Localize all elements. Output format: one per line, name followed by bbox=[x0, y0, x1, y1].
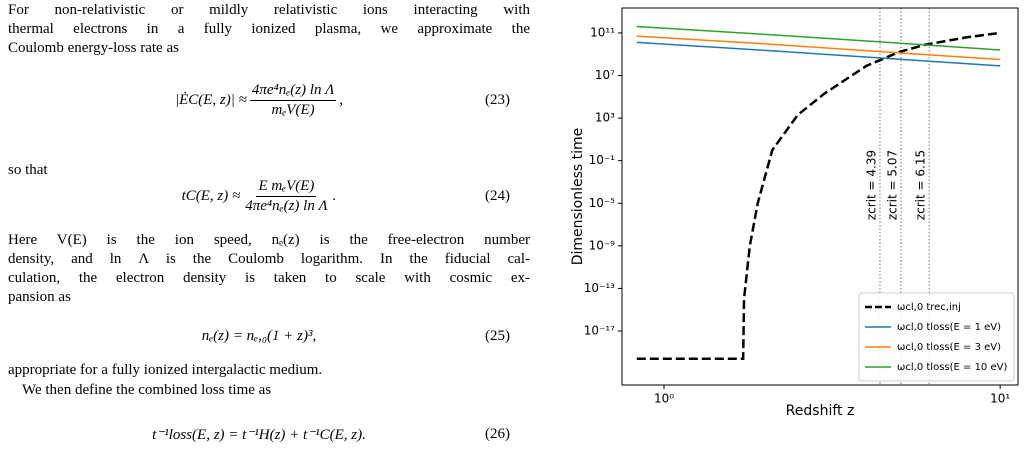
legend-box bbox=[858, 292, 1015, 382]
text-line: For non-relativistic or mildly relativis… bbox=[8, 2, 530, 18]
text-line: Coulomb energy-loss rate as bbox=[8, 40, 179, 56]
text-line: Here V(E) is the ion speed, nₑ(z) is the… bbox=[8, 232, 530, 248]
y-tick-label: 10³ bbox=[595, 111, 615, 125]
text-line: culation, the electron density is taken … bbox=[8, 270, 530, 286]
numerator: 4πe⁴nₑ(z) ln Λ bbox=[249, 82, 337, 101]
eq-tail: , bbox=[339, 91, 344, 108]
y-axis-label: Dimensionless time bbox=[570, 128, 586, 266]
text-line: We then define the combined loss time as bbox=[22, 382, 272, 398]
series-line bbox=[636, 25, 1001, 51]
series-line bbox=[636, 41, 1001, 67]
x-tick-label: 10⁰ bbox=[654, 392, 674, 406]
eq-number: (23) bbox=[485, 91, 510, 108]
eq-number: (25) bbox=[485, 327, 510, 344]
eq-tail: . bbox=[332, 187, 337, 204]
numerator: E mₑV(E) bbox=[256, 178, 317, 197]
text-line: so that bbox=[8, 162, 48, 178]
y-tick-label: 10⁻¹³ bbox=[584, 281, 615, 295]
eq-number: (24) bbox=[485, 187, 510, 204]
text-line: thermal electrons in a fully ionized pla… bbox=[8, 21, 530, 37]
equation: tC(E, z) ≈ E mₑV(E) 4πe⁴nₑ(z) ln Λ . (24) bbox=[8, 176, 510, 216]
y-tick-label: 10⁻¹⁷ bbox=[584, 324, 615, 338]
equation: t⁻¹loss(E, z) = t⁻¹H(z) + t⁻¹C(E, z). (2… bbox=[8, 424, 510, 444]
y-tick-label: 10⁷ bbox=[595, 68, 615, 82]
eq-body: t⁻¹loss(E, z) = t⁻¹H(z) + t⁻¹C(E, z). bbox=[152, 426, 366, 443]
denominator: mₑV(E) bbox=[271, 101, 315, 118]
text-line: density, and ln Λ is the Coulomb logarit… bbox=[8, 251, 530, 267]
critical-label: zcrit = 5.07 bbox=[885, 150, 899, 220]
paragraph: Here V(E) is the ion speed, nₑ(z) is the… bbox=[8, 231, 530, 307]
denominator: 4πe⁴nₑ(z) ln Λ bbox=[245, 197, 328, 214]
eq-lhs: |ĖC(E, z)| ≈ bbox=[174, 91, 247, 108]
fraction: E mₑV(E) 4πe⁴nₑ(z) ln Λ bbox=[243, 178, 329, 215]
x-axis-label: Redshift z bbox=[786, 403, 855, 419]
paragraph: We then define the combined loss time as bbox=[22, 381, 544, 400]
paragraph: For non-relativistic or mildly relativis… bbox=[8, 1, 530, 58]
eq-body: nₑ(z) = nₑ,₀(1 + z)³, bbox=[201, 327, 317, 344]
critical-label: zcrit = 6.15 bbox=[914, 150, 928, 220]
legend-label: ωcl,0 tloss(E = 3 eV) bbox=[897, 342, 1001, 353]
legend-label: ωcl,0 tloss(E = 10 eV) bbox=[897, 362, 1007, 373]
plot-frame bbox=[621, 7, 1019, 386]
y-tick-label: 10¹¹ bbox=[590, 25, 615, 39]
eq-lhs: tC(E, z) ≈ bbox=[181, 187, 241, 204]
paragraph: so that bbox=[8, 161, 530, 180]
paragraph: appropriate for a fully ionized intergal… bbox=[8, 361, 530, 380]
y-tick-label: 10⁻¹ bbox=[589, 153, 616, 167]
equation: nₑ(z) = nₑ,₀(1 + z)³, (25) bbox=[8, 326, 510, 346]
eq-number: (26) bbox=[485, 425, 510, 442]
y-tick-label: 10⁻⁵ bbox=[589, 196, 616, 210]
critical-label: zcrit = 4.39 bbox=[864, 150, 878, 220]
y-tick-label: 10⁻⁹ bbox=[589, 238, 616, 252]
x-tick-label: 10¹ bbox=[990, 392, 1010, 406]
legend-label: ωcl,0 trec,inj bbox=[897, 302, 961, 313]
chart: 10⁻¹⁷ 10⁻¹³ 10⁻⁹ 10⁻⁵ 10⁻¹ 10³ 10⁷ 10¹¹ 10⁰ 10¹ zc… bbox=[570, 7, 1019, 419]
series-line bbox=[636, 35, 1001, 61]
text-line: appropriate for a fully ionized intergal… bbox=[8, 362, 323, 378]
legend-label: ωcl,0 tloss(E = 1 eV) bbox=[897, 322, 1001, 333]
text-line: pansion as bbox=[8, 289, 71, 305]
